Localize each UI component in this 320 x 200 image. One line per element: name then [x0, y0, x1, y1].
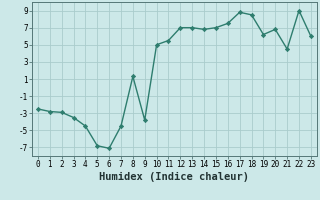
- X-axis label: Humidex (Indice chaleur): Humidex (Indice chaleur): [100, 172, 249, 182]
